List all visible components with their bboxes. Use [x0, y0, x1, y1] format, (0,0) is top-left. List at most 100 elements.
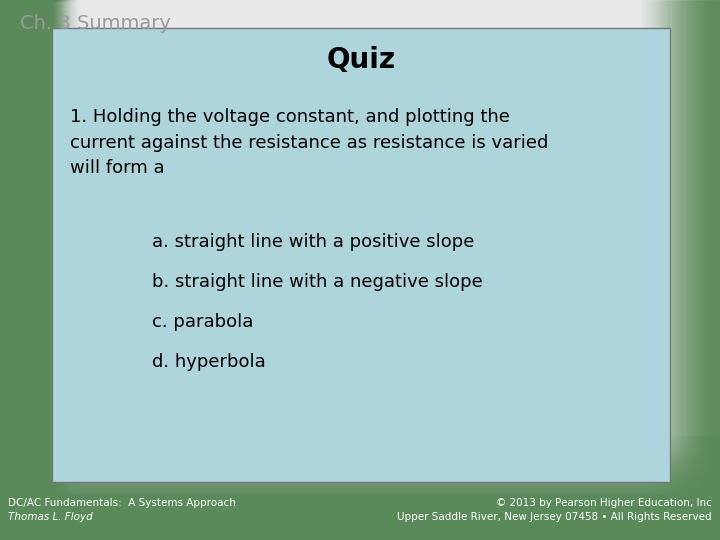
- Bar: [697, 0, 698, 494]
- Bar: [0, 0, 47, 494]
- Bar: [646, 0, 647, 494]
- Bar: [644, 0, 645, 494]
- Bar: [658, 0, 659, 494]
- Bar: [711, 0, 712, 494]
- Bar: [704, 0, 705, 494]
- Bar: [0, 0, 73, 494]
- Bar: [0, 441, 720, 442]
- Bar: [0, 0, 24, 494]
- Bar: [715, 0, 716, 494]
- Bar: [0, 482, 720, 483]
- Bar: [0, 453, 720, 454]
- Bar: [0, 0, 59, 494]
- Bar: [0, 477, 720, 478]
- Bar: [0, 0, 27, 494]
- Bar: [0, 0, 61, 494]
- Bar: [699, 0, 700, 494]
- Bar: [0, 474, 720, 475]
- Bar: [0, 0, 58, 494]
- Bar: [0, 475, 720, 476]
- Bar: [0, 0, 3, 494]
- Bar: [0, 0, 18, 494]
- Bar: [642, 0, 643, 494]
- Bar: [0, 492, 720, 493]
- Bar: [688, 0, 689, 494]
- Bar: [0, 0, 67, 494]
- Bar: [0, 0, 65, 494]
- Bar: [0, 0, 38, 494]
- Bar: [666, 0, 667, 494]
- Text: 1. Holding the voltage constant, and plotting the
current against the resistance: 1. Holding the voltage constant, and plo…: [70, 108, 549, 178]
- Bar: [689, 0, 690, 494]
- Bar: [668, 0, 669, 494]
- Bar: [708, 0, 709, 494]
- Bar: [0, 0, 19, 494]
- Bar: [0, 0, 12, 494]
- Bar: [712, 0, 713, 494]
- Bar: [698, 0, 699, 494]
- Bar: [0, 489, 720, 490]
- Bar: [0, 494, 720, 540]
- Bar: [0, 0, 32, 494]
- Bar: [0, 467, 720, 468]
- Bar: [714, 0, 715, 494]
- Bar: [705, 0, 706, 494]
- Bar: [719, 0, 720, 494]
- Bar: [0, 0, 71, 494]
- Bar: [0, 0, 57, 494]
- Bar: [709, 0, 710, 494]
- Bar: [671, 0, 672, 494]
- Bar: [700, 0, 701, 494]
- Bar: [686, 0, 687, 494]
- Bar: [682, 0, 683, 494]
- Bar: [0, 491, 720, 492]
- Bar: [0, 488, 720, 489]
- Bar: [0, 0, 14, 494]
- Bar: [640, 0, 641, 494]
- Text: Thomas L. Floyd: Thomas L. Floyd: [8, 512, 93, 522]
- Bar: [0, 471, 720, 472]
- Bar: [0, 463, 720, 464]
- Bar: [651, 0, 652, 494]
- Bar: [650, 0, 651, 494]
- Bar: [0, 0, 52, 494]
- Bar: [0, 0, 35, 494]
- Bar: [0, 437, 720, 438]
- Bar: [661, 0, 662, 494]
- Bar: [0, 0, 69, 494]
- Bar: [0, 479, 720, 480]
- Bar: [0, 0, 28, 494]
- Bar: [667, 0, 668, 494]
- Bar: [0, 476, 720, 477]
- Bar: [0, 448, 720, 449]
- Bar: [0, 0, 13, 494]
- Bar: [0, 446, 720, 447]
- Bar: [0, 0, 75, 494]
- Bar: [665, 0, 666, 494]
- Bar: [0, 0, 1, 494]
- Bar: [648, 0, 649, 494]
- Bar: [0, 0, 30, 494]
- Bar: [687, 0, 688, 494]
- Bar: [0, 0, 25, 494]
- Bar: [0, 466, 720, 467]
- Bar: [0, 0, 63, 494]
- Bar: [683, 0, 684, 494]
- Bar: [0, 457, 720, 458]
- Bar: [0, 0, 37, 494]
- Bar: [0, 0, 45, 494]
- Bar: [0, 0, 76, 494]
- Bar: [0, 470, 720, 471]
- Bar: [0, 493, 720, 494]
- Bar: [0, 0, 15, 494]
- Bar: [0, 444, 720, 445]
- Bar: [0, 0, 80, 494]
- Bar: [0, 490, 720, 491]
- Bar: [654, 0, 655, 494]
- Bar: [696, 0, 697, 494]
- Bar: [0, 0, 46, 494]
- Bar: [0, 438, 720, 439]
- Bar: [0, 0, 2, 494]
- Bar: [693, 0, 694, 494]
- Bar: [662, 0, 663, 494]
